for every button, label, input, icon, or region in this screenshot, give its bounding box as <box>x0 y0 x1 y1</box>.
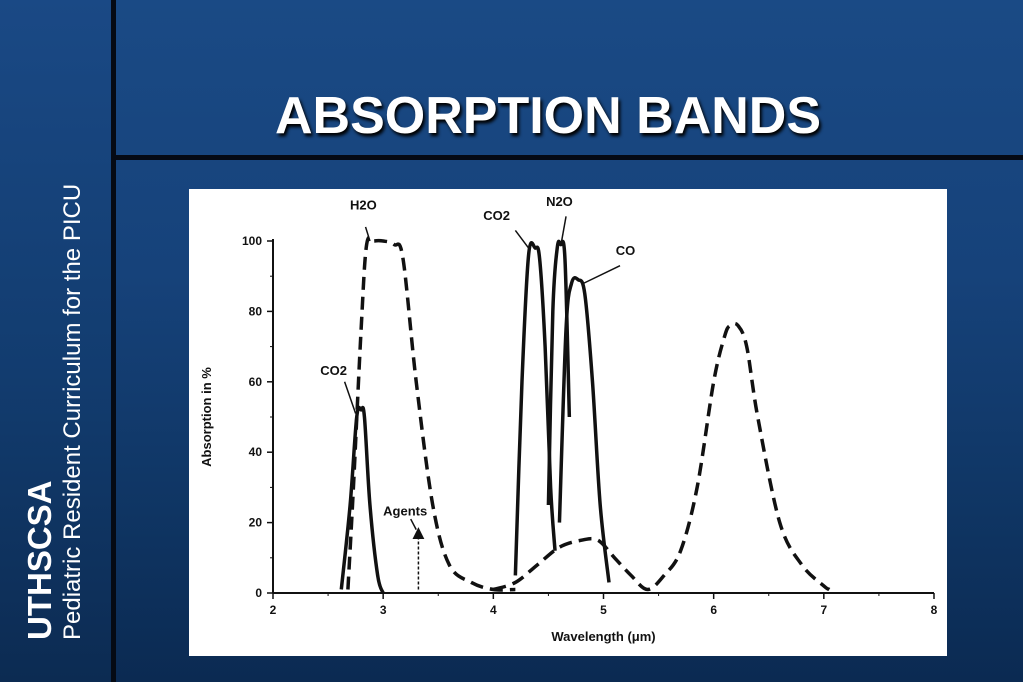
annotation-layer: H2O CO2 CO2 N2O CO Agents <box>320 194 635 590</box>
y-tick-label: 20 <box>249 516 263 530</box>
sidebar-text: UTHSCSA Pediatric Resident Curriculum fo… <box>21 183 88 640</box>
y-tick-label: 60 <box>249 375 263 389</box>
y-tick-label: 0 <box>255 586 262 600</box>
annotation-leader <box>514 229 530 249</box>
horizontal-divider <box>111 155 1023 160</box>
y-tick-label: 80 <box>249 304 263 318</box>
series-line-1 <box>346 235 516 592</box>
annotation-leader <box>364 226 371 242</box>
x-tick-label: 2 <box>270 603 277 617</box>
annotation-label: CO2 <box>320 363 347 378</box>
annotation-leader <box>343 381 357 414</box>
x-tick-label: 6 <box>710 603 717 617</box>
annotation-label: H2O <box>350 197 377 212</box>
annotation-label: Agents <box>383 504 427 519</box>
agents-leader <box>410 518 417 530</box>
x-tick-label: 7 <box>820 603 827 617</box>
annotation-leader <box>560 216 567 242</box>
vertical-divider <box>111 0 116 682</box>
series-line-3 <box>546 239 572 506</box>
series-line-5 <box>492 321 831 592</box>
annotation-label: CO2 <box>483 208 510 223</box>
x-tick-label: 4 <box>490 603 497 617</box>
chart-panel: 2 3 4 5 6 7 8 0 20 40 60 80 100 H2O CO2 CO2 N2O CO Agents… <box>189 189 947 656</box>
annotation-label: N2O <box>546 194 573 209</box>
series-line-4 <box>557 276 611 583</box>
slide-title: ABSORPTION BANDS <box>274 87 822 145</box>
sidebar-panel <box>0 0 113 682</box>
x-tick-label: 8 <box>931 603 938 617</box>
y-axis-label: Absorption in % <box>199 367 214 467</box>
series-line-0 <box>339 405 385 594</box>
annotation-leader <box>583 264 621 284</box>
x-axis-label: Wavelength (μm) <box>551 629 655 644</box>
sidebar-org-name: UTHSCSA <box>21 480 58 640</box>
x-tick-label: 3 <box>380 603 387 617</box>
series-layer <box>339 235 831 594</box>
x-tick-label: 5 <box>600 603 607 617</box>
sidebar-subtitle: Pediatric Resident Curriculum for the PI… <box>59 183 86 640</box>
y-tick-label: 40 <box>249 445 263 459</box>
annotation-label: CO <box>616 243 636 258</box>
y-tick-label: 100 <box>242 234 262 248</box>
